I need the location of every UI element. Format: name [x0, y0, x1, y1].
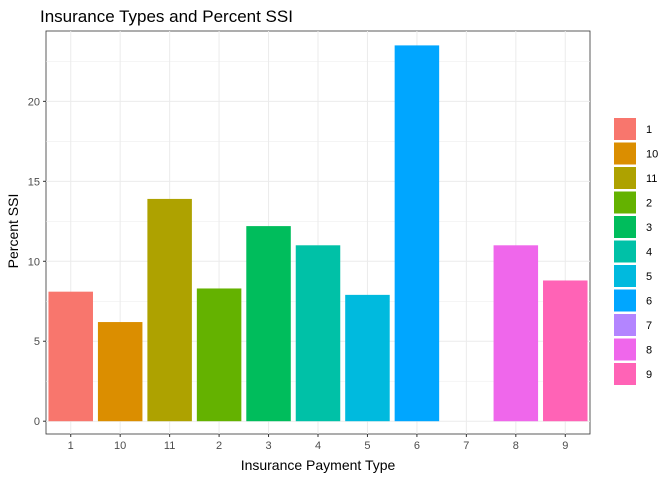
legend-label: 11 — [646, 173, 657, 185]
legend-label: 5 — [646, 271, 652, 283]
bar-3 — [246, 226, 291, 422]
legend: 1 10 11 2 3 4 5 6 7 8 9 — [614, 118, 658, 385]
y-tick-label: 5 — [34, 336, 40, 348]
x-tick-label: 1 — [68, 440, 74, 452]
y-axis-title: Percent SSI — [5, 194, 21, 269]
bars — [48, 45, 588, 422]
x-axis-title: Insurance Payment Type — [241, 457, 396, 473]
bar-4 — [295, 245, 341, 422]
y-tick-label: 20 — [28, 96, 40, 108]
x-tick-label: 5 — [364, 440, 370, 452]
legend-key-2 — [614, 191, 636, 214]
bar-10 — [97, 322, 143, 422]
legend-key-7 — [614, 314, 636, 336]
x-tick-label: 4 — [315, 440, 321, 452]
legend-key-8 — [614, 338, 636, 361]
legend-label: 8 — [646, 345, 652, 357]
x-axis-ticks: 1 10 11 2 3 4 5 6 7 8 9 — [68, 434, 568, 452]
y-axis-ticks: 0 5 10 15 20 — [28, 96, 46, 428]
legend-label: 3 — [646, 222, 652, 234]
x-tick-label: 10 — [114, 440, 126, 452]
legend-key-10 — [614, 142, 636, 165]
x-tick-label: 9 — [562, 440, 568, 452]
bar-6 — [394, 45, 440, 422]
chart-title: Insurance Types and Percent SSI — [40, 7, 293, 26]
legend-key-4 — [614, 240, 636, 263]
legend-key-11 — [614, 167, 636, 189]
legend-label: 2 — [646, 198, 652, 210]
legend-key-5 — [614, 265, 636, 287]
legend-label: 7 — [646, 320, 652, 332]
legend-label: 6 — [646, 296, 652, 308]
bar-11 — [147, 198, 192, 422]
bar-2 — [196, 288, 242, 422]
legend-key-3 — [614, 216, 636, 238]
x-tick-label: 3 — [265, 440, 271, 452]
bar-9 — [543, 280, 588, 422]
x-tick-label: 7 — [463, 440, 469, 452]
y-tick-label: 10 — [28, 256, 40, 268]
x-tick-label: 11 — [164, 440, 175, 452]
legend-key-1 — [614, 118, 636, 140]
legend-label: 10 — [646, 149, 658, 161]
bar-8 — [493, 245, 539, 422]
bar-1 — [48, 291, 93, 422]
x-tick-label: 6 — [414, 440, 420, 452]
y-tick-label: 0 — [34, 416, 40, 428]
legend-key-9 — [614, 363, 636, 385]
legend-label: 9 — [646, 369, 652, 381]
x-tick-label: 8 — [513, 440, 519, 452]
x-tick-label: 2 — [216, 440, 222, 452]
legend-label: 4 — [646, 247, 652, 259]
legend-key-6 — [614, 289, 636, 312]
y-tick-label: 15 — [28, 176, 40, 188]
legend-label: 1 — [646, 124, 652, 136]
bar-5 — [345, 294, 390, 422]
